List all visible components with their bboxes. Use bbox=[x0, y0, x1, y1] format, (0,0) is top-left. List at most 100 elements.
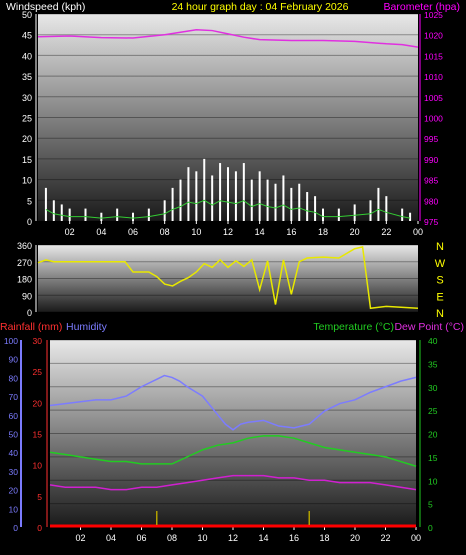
wind-y-tick-label: 0 bbox=[27, 217, 32, 227]
windspeed-bar bbox=[282, 175, 285, 221]
direction-y-tick-label: 360 bbox=[17, 241, 32, 251]
compass-label: N bbox=[436, 241, 444, 253]
bottom-x-tick-label: 22 bbox=[380, 533, 390, 543]
bottom-x-tick-label: 00 bbox=[411, 533, 421, 543]
windspeed-bar bbox=[116, 208, 119, 221]
humidity-tick-label: 80 bbox=[9, 373, 19, 383]
compass-label: W bbox=[435, 258, 446, 270]
wind-y-tick-label: 50 bbox=[22, 10, 32, 20]
windspeed-bar bbox=[171, 187, 174, 221]
direction-y-tick-label: 270 bbox=[17, 258, 32, 268]
windspeed-bar bbox=[44, 187, 47, 221]
compass-label: E bbox=[436, 291, 443, 303]
wind-y-tick-label: 30 bbox=[22, 93, 32, 103]
barometer-tick-label: 985 bbox=[424, 176, 438, 186]
compass-label: S bbox=[436, 275, 443, 287]
temperature-tick-label: 25 bbox=[428, 406, 438, 416]
wind-x-tick-label: 02 bbox=[65, 227, 75, 237]
humidity-axis-title: Humidity bbox=[66, 321, 108, 333]
barometer-tick-label: 1025 bbox=[424, 10, 443, 20]
barometer-tick-label: 1010 bbox=[424, 72, 443, 82]
windspeed-bar bbox=[242, 163, 245, 221]
barometer-line bbox=[37, 28, 419, 48]
humidity-tick-label: 100 bbox=[4, 336, 18, 346]
barometer-tick-label: 1005 bbox=[424, 93, 443, 103]
temperature-tick-label: 30 bbox=[428, 383, 438, 393]
temperature-tick-label: 0 bbox=[428, 523, 433, 533]
windspeed-bar bbox=[306, 192, 309, 221]
humidity-tick-label: 70 bbox=[9, 392, 19, 402]
barometer-axis-title: Barometer (hpa) bbox=[384, 1, 460, 13]
wind-y-tick-label: 15 bbox=[22, 155, 32, 165]
temperature-line bbox=[49, 435, 417, 467]
direction-plot-background bbox=[38, 245, 418, 312]
windspeed-bar bbox=[298, 183, 301, 221]
windspeed-bar bbox=[163, 200, 166, 221]
windspeed-bar bbox=[219, 163, 222, 221]
humidity-tick-label: 30 bbox=[9, 467, 19, 477]
windspeed-bar bbox=[290, 187, 293, 221]
humidity-tick-label: 20 bbox=[9, 486, 19, 496]
windspeed-bar bbox=[195, 171, 198, 221]
rainfall-tick-label: 5 bbox=[37, 492, 42, 502]
windspeed-bar bbox=[203, 158, 206, 221]
wind-direction-line bbox=[37, 245, 419, 310]
temperature-tick-label: 15 bbox=[428, 453, 438, 463]
humidity-tick-label: 60 bbox=[9, 411, 19, 421]
temperature-plot-background bbox=[50, 340, 416, 527]
rainfall-tick-label: 10 bbox=[33, 461, 43, 471]
bottom-x-tick-label: 08 bbox=[167, 533, 177, 543]
rainfall-tick-label: 20 bbox=[33, 398, 43, 408]
wind-y-tick-label: 40 bbox=[22, 51, 32, 61]
windspeed-bar bbox=[250, 179, 253, 221]
barometer-tick-label: 990 bbox=[424, 155, 438, 165]
windspeed-bar bbox=[187, 167, 190, 221]
wind-x-tick-label: 22 bbox=[381, 227, 391, 237]
temperature-panel: 0510152025303540010203040506070809010005… bbox=[4, 336, 438, 543]
windspeed-bar bbox=[100, 212, 103, 221]
wind-x-tick-label: 06 bbox=[128, 227, 138, 237]
rainfall-axis-title: Rainfall (mm) bbox=[0, 321, 62, 333]
windspeed-bar bbox=[234, 171, 237, 221]
barometer-tick-label: 980 bbox=[424, 196, 438, 206]
wind-x-tick-label: 04 bbox=[96, 227, 106, 237]
wind-x-tick-label: 14 bbox=[255, 227, 265, 237]
bottom-x-tick-label: 06 bbox=[136, 533, 146, 543]
windspeed-bar bbox=[314, 196, 317, 221]
temperature-tick-label: 35 bbox=[428, 359, 438, 369]
bottom-x-tick-label: 14 bbox=[258, 533, 268, 543]
barometer-tick-label: 1000 bbox=[424, 114, 443, 124]
rainfall-tick-label: 30 bbox=[33, 336, 43, 346]
windspeed-bar bbox=[377, 187, 380, 221]
temperature-tick-label: 5 bbox=[428, 500, 433, 510]
windspeed-bar bbox=[401, 208, 404, 221]
wind-x-tick-label: 16 bbox=[286, 227, 296, 237]
windspeed-bar bbox=[369, 200, 372, 221]
windspeed-bar bbox=[211, 175, 214, 221]
wind-x-tick-label: 10 bbox=[191, 227, 201, 237]
wind-y-tick-label: 45 bbox=[22, 31, 32, 41]
rainfall-tick-label: 0 bbox=[37, 523, 42, 533]
dewpoint-axis-title: Dew Point (°C) bbox=[394, 321, 464, 333]
barometer-tick-label: 1020 bbox=[424, 31, 443, 41]
wind-x-tick-label: 00 bbox=[413, 227, 423, 237]
wind-x-tick-label: 08 bbox=[160, 227, 170, 237]
temperature-tick-label: 10 bbox=[428, 476, 438, 486]
bottom-x-tick-label: 12 bbox=[228, 533, 238, 543]
humidity-tick-label: 0 bbox=[13, 523, 18, 533]
wind-y-tick-label: 5 bbox=[27, 196, 32, 206]
humidity-tick-label: 90 bbox=[9, 355, 19, 365]
windspeed-bar bbox=[266, 179, 269, 221]
bottom-x-tick-label: 20 bbox=[350, 533, 360, 543]
windspeed-bar bbox=[337, 208, 340, 221]
windspeed-bar bbox=[179, 179, 182, 221]
barometer-tick-label: 995 bbox=[424, 134, 438, 144]
direction-y-tick-label: 0 bbox=[27, 308, 32, 318]
wind-y-tick-label: 20 bbox=[22, 134, 32, 144]
windspeed-bar bbox=[274, 183, 277, 221]
rainfall-tick-label: 25 bbox=[33, 367, 43, 377]
barometer-tick-label: 1015 bbox=[424, 51, 443, 61]
